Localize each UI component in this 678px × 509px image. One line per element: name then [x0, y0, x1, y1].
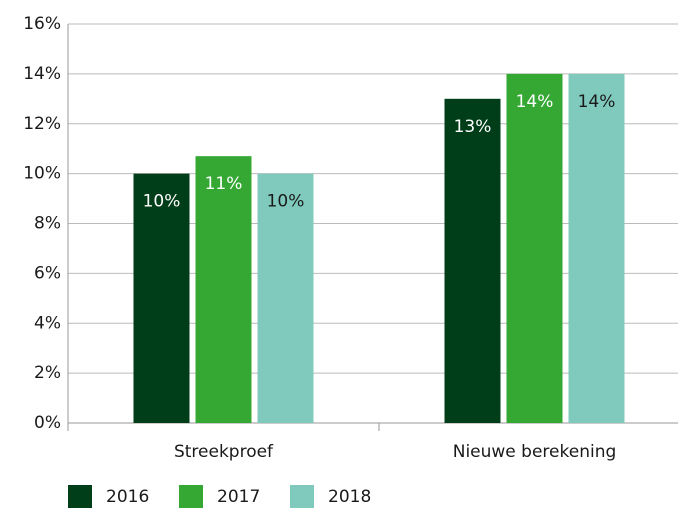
y-tick-label: 10%: [23, 164, 61, 184]
y-tick-label: 14%: [23, 64, 61, 84]
x-tick-label: Nieuwe berekening: [453, 442, 617, 462]
legend-swatch: [179, 485, 203, 508]
y-tick-label: 8%: [34, 214, 61, 234]
y-tick-label: 2%: [34, 363, 61, 383]
x-tick-label: Streekproef: [174, 442, 274, 462]
bar: [195, 156, 252, 423]
y-tick-label: 6%: [34, 263, 61, 283]
y-tick-label: 16%: [23, 14, 61, 34]
legend-swatch: [68, 485, 92, 508]
value-label: 14%: [578, 92, 616, 112]
value-label: 13%: [454, 117, 492, 137]
legend-label: 2016: [106, 487, 149, 507]
y-tick-label: 12%: [23, 114, 61, 134]
y-tick-label: 0%: [34, 413, 61, 433]
bar: [568, 73, 625, 423]
bar: [444, 98, 501, 423]
legend-label: 2018: [328, 487, 371, 507]
y-tick-label: 4%: [34, 313, 61, 333]
legend-swatch: [290, 485, 314, 508]
legend-label: 2017: [217, 487, 260, 507]
value-label: 10%: [267, 192, 305, 212]
value-label: 11%: [205, 174, 243, 194]
bar: [133, 173, 190, 423]
bar: [506, 73, 563, 423]
value-label: 14%: [516, 92, 554, 112]
value-label: 10%: [143, 192, 181, 212]
bar: [257, 173, 314, 423]
